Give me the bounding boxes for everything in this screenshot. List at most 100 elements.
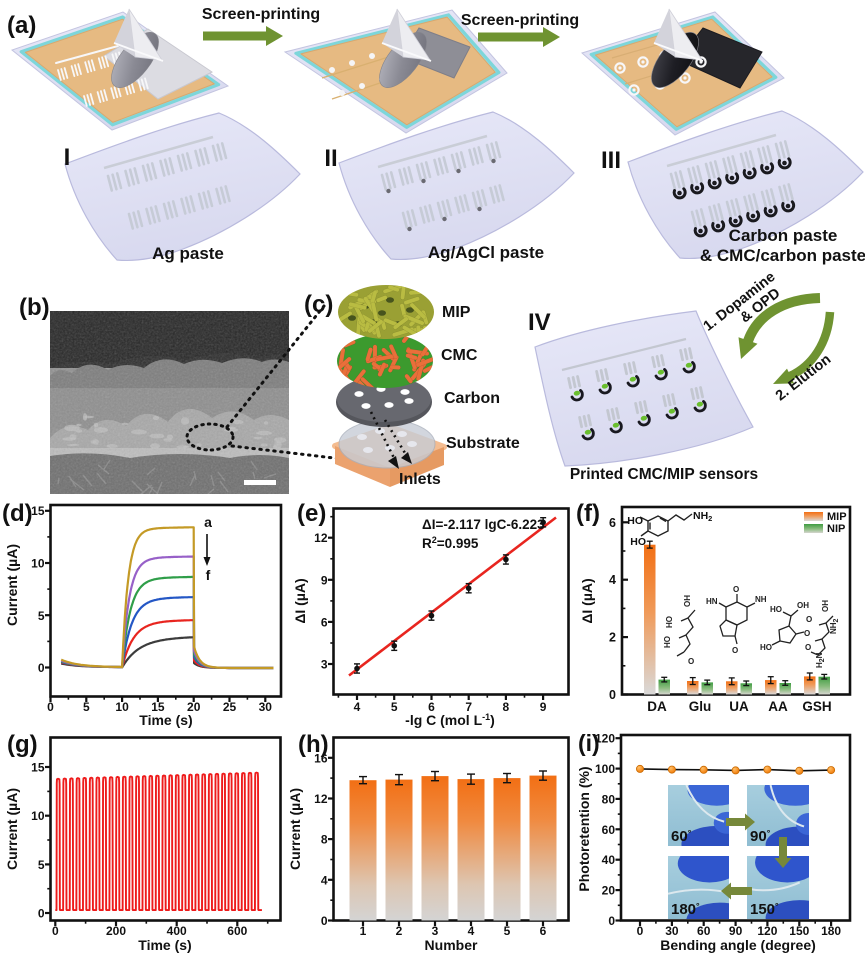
svg-text:Substrate: Substrate <box>446 435 520 452</box>
svg-text:0: 0 <box>609 688 616 702</box>
svg-text:180°: 180° <box>671 901 700 918</box>
svg-text:0: 0 <box>47 700 54 714</box>
svg-text:200: 200 <box>106 924 126 938</box>
svg-text:25: 25 <box>223 700 237 714</box>
svg-text:III: III <box>601 147 621 174</box>
svg-text:60: 60 <box>602 823 616 837</box>
svg-text:I: I <box>64 144 71 171</box>
svg-text:15: 15 <box>31 504 45 518</box>
svg-text:O: O <box>806 615 812 624</box>
svg-text:HO: HO <box>665 616 674 628</box>
svg-text:ΔI=-2.117 lgC-6.223: ΔI=-2.117 lgC-6.223 <box>422 517 545 532</box>
svg-text:120: 120 <box>757 924 777 938</box>
svg-text:Bending angle (degree): Bending angle (degree) <box>660 937 816 953</box>
svg-text:9: 9 <box>540 700 547 714</box>
svg-text:6: 6 <box>609 516 616 530</box>
svg-text:2: 2 <box>396 924 403 938</box>
svg-text:NH2: NH2 <box>693 510 712 523</box>
svg-text:UA: UA <box>729 699 749 714</box>
svg-text:600: 600 <box>227 924 247 938</box>
svg-text:O: O <box>805 643 811 652</box>
svg-text:(f): (f) <box>576 500 600 527</box>
svg-text:90°: 90° <box>750 828 771 845</box>
svg-text:0: 0 <box>52 924 59 938</box>
svg-text:180: 180 <box>821 924 841 938</box>
svg-text:Carbon: Carbon <box>444 390 500 407</box>
svg-text:9: 9 <box>321 573 328 587</box>
svg-text:O: O <box>688 657 694 666</box>
svg-text:5: 5 <box>38 858 45 872</box>
svg-text:II: II <box>324 145 337 172</box>
svg-text:(g): (g) <box>7 731 38 758</box>
svg-text:120: 120 <box>595 732 615 746</box>
svg-text:Current (µA): Current (µA) <box>287 788 303 870</box>
svg-text:Ag/AgCl paste: Ag/AgCl paste <box>428 243 544 262</box>
svg-text:OH: OH <box>683 595 692 607</box>
svg-text:HO: HO <box>627 515 643 527</box>
svg-text:OH: OH <box>821 600 830 612</box>
svg-text:Photoretention (%): Photoretention (%) <box>576 766 592 891</box>
svg-text:7: 7 <box>465 700 472 714</box>
svg-text:0: 0 <box>38 907 45 921</box>
svg-text:150°: 150° <box>750 901 779 918</box>
svg-text:5: 5 <box>38 609 45 623</box>
svg-text:Ag paste: Ag paste <box>152 244 224 263</box>
svg-text:5: 5 <box>83 700 90 714</box>
svg-text:O: O <box>804 629 810 638</box>
svg-text:12: 12 <box>314 792 328 806</box>
svg-text:400: 400 <box>167 924 187 938</box>
svg-text:OH: OH <box>797 601 809 610</box>
svg-text:AA: AA <box>768 699 788 714</box>
svg-text:Screen-printing: Screen-printing <box>461 12 579 29</box>
svg-text:30: 30 <box>665 924 679 938</box>
svg-text:(d): (d) <box>2 500 33 527</box>
svg-text:NH: NH <box>755 595 767 604</box>
svg-text:10: 10 <box>31 557 45 571</box>
svg-text:Screen-printing: Screen-printing <box>202 6 320 23</box>
svg-text:Current (µA): Current (µA) <box>4 788 20 870</box>
svg-text:H2N: H2N <box>815 652 826 668</box>
svg-text:8: 8 <box>503 700 510 714</box>
svg-text:& CMC/carbon paste: & CMC/carbon paste <box>700 246 865 265</box>
svg-text:HN: HN <box>706 597 718 606</box>
svg-text:Number: Number <box>425 937 478 953</box>
svg-text:(c): (c) <box>304 291 333 318</box>
svg-text:HO: HO <box>663 636 672 648</box>
svg-text:100: 100 <box>595 762 615 776</box>
svg-text:-lg C (mol L-1): -lg C (mol L-1) <box>405 712 495 728</box>
svg-text:5: 5 <box>391 700 398 714</box>
svg-text:6: 6 <box>428 700 435 714</box>
svg-text:f: f <box>206 567 211 583</box>
svg-text:CMC: CMC <box>441 347 478 364</box>
svg-text:Carbon paste: Carbon paste <box>729 226 838 245</box>
svg-text:(e): (e) <box>297 500 326 527</box>
svg-text:ΔI (µA): ΔI (µA) <box>579 578 595 623</box>
svg-text:O: O <box>733 585 739 594</box>
svg-text:NIP: NIP <box>827 523 845 535</box>
svg-text:60: 60 <box>697 924 711 938</box>
svg-text:R2=0.995: R2=0.995 <box>422 535 479 551</box>
svg-text:(h): (h) <box>298 731 329 758</box>
svg-text:IV: IV <box>528 309 551 336</box>
svg-text:80: 80 <box>602 792 616 806</box>
svg-text:(i): (i) <box>578 730 600 756</box>
svg-text:150: 150 <box>789 924 809 938</box>
svg-text:HO: HO <box>630 536 646 548</box>
svg-text:5: 5 <box>504 924 511 938</box>
svg-text:O: O <box>732 646 738 655</box>
svg-text:15: 15 <box>31 761 45 775</box>
svg-text:GSH: GSH <box>802 699 831 714</box>
svg-text:2: 2 <box>609 631 616 645</box>
svg-text:60°: 60° <box>671 828 692 845</box>
svg-text:20: 20 <box>187 700 201 714</box>
svg-text:10: 10 <box>115 700 129 714</box>
svg-text:(b): (b) <box>19 294 50 321</box>
svg-text:Time (s): Time (s) <box>138 937 191 953</box>
svg-text:HO: HO <box>770 605 782 614</box>
svg-text:1: 1 <box>360 924 367 938</box>
svg-text:40: 40 <box>602 853 616 867</box>
svg-text:20: 20 <box>602 884 616 898</box>
svg-text:Inlets: Inlets <box>399 471 441 488</box>
svg-text:0: 0 <box>608 914 615 928</box>
svg-text:0: 0 <box>38 661 45 675</box>
